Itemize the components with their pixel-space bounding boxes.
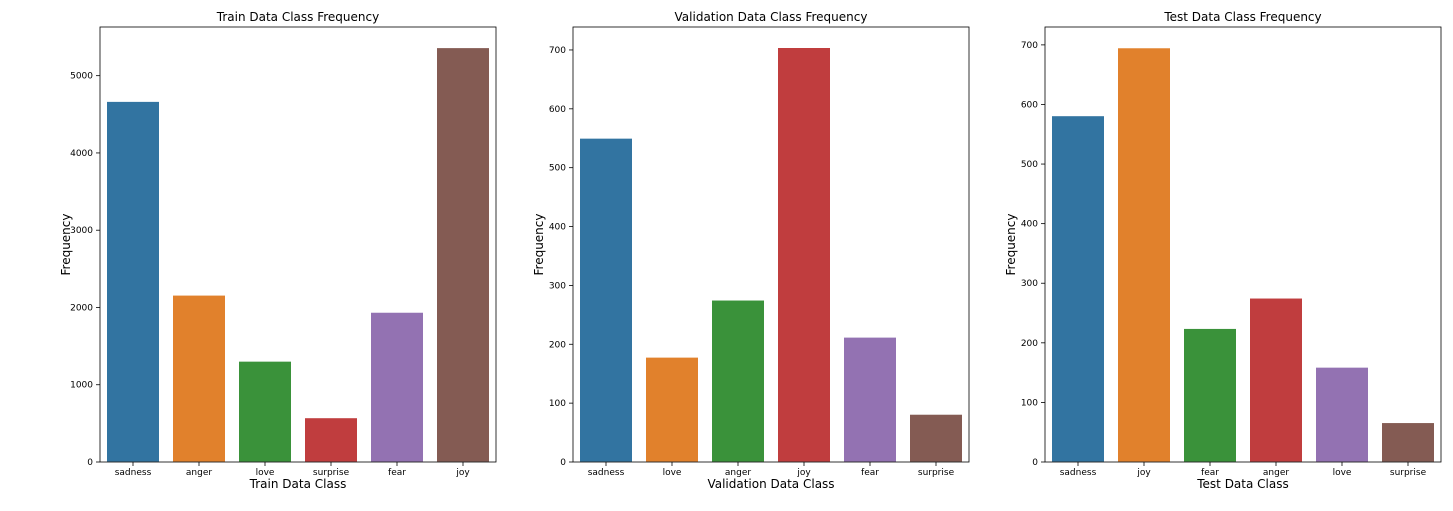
test-chart-panel: 0 100 200 300 400 500 600 700 sadness joy fear ange…: [1004, 10, 1442, 491]
validation-x-tick-label-anger: anger: [725, 468, 751, 478]
test-x-tick-label-fear: fear: [1201, 468, 1219, 478]
validation-chart-title: Validation Data Class Frequency: [675, 10, 868, 24]
test-x-tick-label-joy: joy: [1136, 468, 1151, 478]
train-chart-title: Train Data Class Frequency: [216, 10, 379, 24]
bar-test-anger: [1249, 297, 1303, 463]
train-y-tick-label: 5000: [70, 72, 93, 82]
bar-test-surprise: [1381, 422, 1435, 463]
train-chart-panel: 0 1000 2000 3000 4000 5000 sadness anger love sur…: [59, 10, 497, 491]
train-y-tick-label: 3000: [70, 226, 93, 236]
train-x-tick-label-love: love: [256, 468, 275, 478]
validation-y-axis-label: Frequency: [532, 214, 546, 276]
validation-y-tick-label: 300: [549, 281, 566, 291]
validation-chart-panel: 0 100 200 300 400 500 600 700 sadness love anger jo…: [532, 10, 970, 491]
bar-train-fear: [370, 311, 424, 463]
train-x-tick-label-fear: fear: [388, 468, 406, 478]
validation-y-tick-label: 700: [549, 46, 566, 56]
train-y-tick-label: 1000: [70, 381, 93, 391]
test-x-tick-label-sadness: sadness: [1060, 468, 1097, 478]
bar-test-love: [1315, 366, 1369, 463]
bar-validation-love: [645, 356, 699, 463]
train-x-tick-label-sadness: sadness: [115, 468, 152, 478]
test-x-tick-label-love: love: [1333, 468, 1352, 478]
bar-validation-joy: [777, 47, 831, 463]
test-y-tick-label: 200: [1021, 339, 1038, 349]
validation-y-tick-label: 100: [549, 399, 566, 409]
bar-test-sadness: [1051, 115, 1105, 463]
train-y-tick-label: 2000: [70, 303, 93, 313]
test-y-tick-label: 500: [1021, 160, 1038, 170]
train-x-tick-label-anger: anger: [186, 468, 212, 478]
bar-train-surprise: [304, 417, 358, 463]
bar-train-love: [238, 360, 292, 463]
validation-x-tick-label-joy: joy: [796, 468, 811, 478]
bar-validation-fear: [843, 336, 897, 463]
bar-train-sadness: [106, 101, 160, 463]
test-plot-frame: [1044, 26, 1442, 463]
bar-test-fear: [1183, 328, 1237, 463]
train-x-tick-label-surprise: surprise: [313, 468, 350, 478]
train-y-axis-label: Frequency: [59, 214, 73, 276]
validation-x-tick-label-sadness: sadness: [588, 468, 625, 478]
test-y-tick-label: 600: [1021, 100, 1038, 110]
bar-train-anger: [172, 294, 226, 463]
train-y-tick-label: 0: [87, 458, 93, 468]
test-y-tick-label: 700: [1021, 41, 1038, 51]
validation-y-tick-label: 500: [549, 164, 566, 174]
train-y-tick-label: 4000: [70, 149, 93, 159]
validation-y-tick-label: 0: [560, 458, 566, 468]
validation-y-tick-label: 400: [549, 223, 566, 233]
train-x-tick-label-joy: joy: [455, 468, 470, 478]
train-x-axis-label: Train Data Class: [249, 477, 347, 491]
train-plot-frame: [99, 26, 497, 463]
test-y-tick-label: 400: [1021, 220, 1038, 230]
bar-validation-anger: [711, 299, 765, 463]
bar-validation-sadness: [579, 137, 633, 463]
bar-test-joy: [1117, 47, 1171, 463]
validation-x-axis-label: Validation Data Class: [707, 477, 834, 491]
validation-x-tick-label-surprise: surprise: [918, 468, 955, 478]
test-x-tick-label-surprise: surprise: [1390, 468, 1427, 478]
test-x-tick-label-anger: anger: [1263, 468, 1289, 478]
test-y-axis-label: Frequency: [1004, 214, 1018, 276]
bar-validation-surprise: [909, 413, 963, 463]
validation-y-tick-label: 200: [549, 340, 566, 350]
test-y-tick-label: 0: [1032, 458, 1038, 468]
bar-train-joy: [436, 47, 490, 463]
validation-x-tick-label-fear: fear: [861, 468, 879, 478]
test-x-axis-label: Test Data Class: [1196, 477, 1288, 491]
test-y-tick-label: 300: [1021, 279, 1038, 289]
validation-x-tick-label-love: love: [663, 468, 682, 478]
validation-y-tick-label: 600: [549, 105, 566, 115]
test-y-tick-label: 100: [1021, 398, 1038, 408]
test-chart-title: Test Data Class Frequency: [1163, 10, 1321, 24]
validation-plot-frame: [572, 26, 970, 463]
